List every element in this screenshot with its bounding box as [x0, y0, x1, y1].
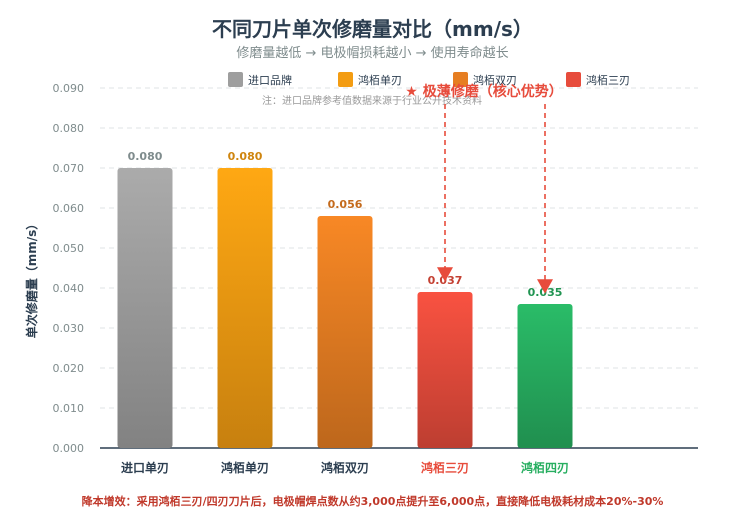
y-tick-label: 0.050: [53, 242, 85, 255]
bar-value-label: 0.080: [228, 150, 263, 163]
y-tick-label: 0.020: [53, 362, 85, 375]
y-tick-label: 0.090: [53, 82, 85, 95]
annotation-text: ★ 极薄修磨（核心优势）: [405, 83, 562, 100]
y-tick-label: 0.060: [53, 202, 85, 215]
y-tick-label: 0.030: [53, 322, 85, 335]
bar: [217, 168, 273, 448]
chart-subtitle: 修磨量越低 → 电极帽损耗越小 → 使用寿命越长: [236, 45, 508, 61]
bar: [117, 168, 173, 448]
legend-swatch: [228, 72, 243, 87]
y-tick-label: 0.070: [53, 162, 85, 175]
bar: [517, 304, 573, 448]
legend-label: 鸿栢双刃: [473, 73, 517, 87]
legend-label: 鸿栢三刃: [586, 73, 630, 87]
y-tick-label: 0.080: [53, 122, 85, 135]
x-tick-label: 鸿栢三刃: [421, 460, 469, 475]
footer-note: 降本增效：采用鸿栢三刃/四刃刀片后，电极帽焊点数从约3,000点提升至6,000…: [82, 494, 664, 508]
bar: [417, 292, 473, 448]
legend-swatch: [453, 72, 468, 87]
y-tick-label: 0.000: [53, 442, 85, 455]
y-tick-label: 0.010: [53, 402, 85, 415]
legend-note: 注：进口品牌参考值数据来源于行业公开技术资料: [262, 94, 482, 107]
x-tick-label: 鸿栢双刃: [321, 460, 369, 475]
y-tick-label: 0.040: [53, 282, 85, 295]
bar: [317, 216, 373, 448]
legend-swatch: [566, 72, 581, 87]
bar-value-label: 0.080: [128, 150, 163, 163]
y-axis-label: 单次修磨量（mm/s）: [24, 218, 39, 339]
x-tick-label: 鸿栢单刃: [221, 460, 269, 475]
x-tick-label: 进口单刃: [121, 460, 169, 475]
legend-swatch: [338, 72, 353, 87]
x-tick-label: 鸿栢四刃: [521, 460, 569, 475]
chart-title: 不同刀片单次修磨量对比（mm/s）: [212, 17, 533, 41]
bar-value-label: 0.056: [328, 198, 363, 211]
legend-label: 进口品牌: [248, 73, 292, 87]
legend-label: 鸿栢单刃: [358, 73, 402, 87]
